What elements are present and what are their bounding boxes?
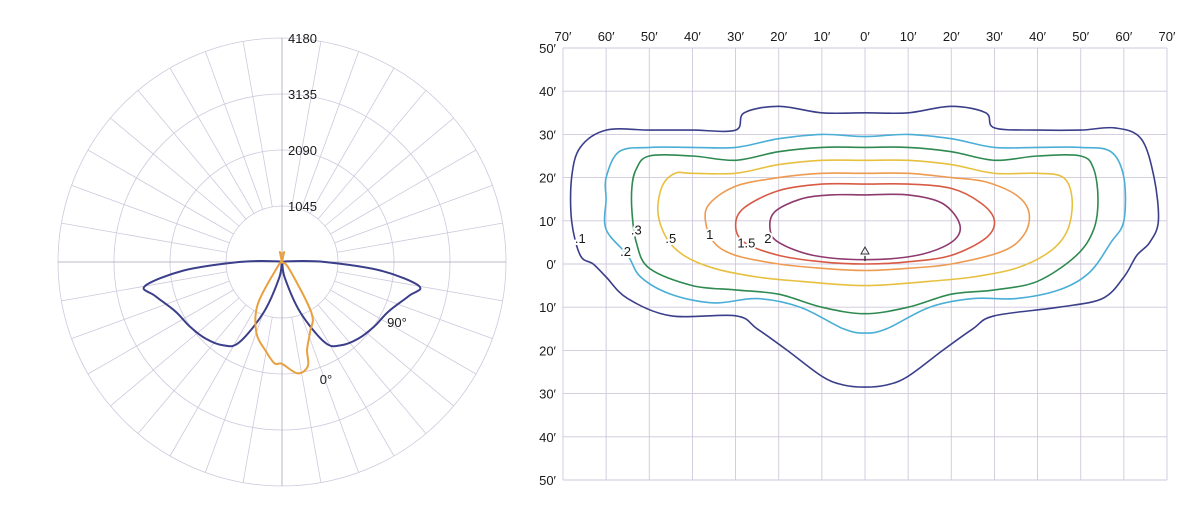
polar-spoke (330, 149, 477, 235)
polar-radial-tick: 3135 (288, 87, 317, 102)
contour-level-label: 1 (706, 227, 713, 242)
contour-y-tick: 30′ (539, 127, 556, 142)
contour-y-tick: 40′ (539, 430, 556, 445)
polar-spoke (110, 297, 240, 407)
polar-intensity-chart: 1045 2090 3135 4180 0° 90° (57, 31, 507, 487)
polar-spoke (110, 117, 240, 227)
polar-spoke (337, 222, 503, 253)
contour-x-tick: 50′ (641, 29, 658, 44)
polar-spoke (330, 289, 477, 375)
contour-x-tick: 0′ (860, 29, 870, 44)
contour-level-label: .1 (575, 231, 586, 246)
polar-radial-tick: 4180 (288, 31, 317, 46)
polar-spoke (137, 304, 247, 434)
polar-spoke (71, 185, 230, 244)
polar-spoke (137, 90, 247, 220)
contour-y-tick: 30′ (539, 387, 556, 402)
polar-spoke (309, 310, 395, 457)
contour-x-tick: 10′ (900, 29, 917, 44)
contour-y-tick: 50′ (539, 473, 556, 488)
contour-line (630, 146, 1099, 315)
contour-line (569, 105, 1160, 388)
isolux-contour-chart: 70′ 60′ 50′ 40′ 30′ 20′ 10′ 0′ 10′ 20′ 30′ 40′ 50′ 60… (539, 29, 1176, 488)
contour-x-tick: 20′ (943, 29, 960, 44)
contour-x-tick: 30′ (727, 29, 744, 44)
polar-spoke (324, 117, 454, 227)
contour-y-tick: 10′ (539, 214, 556, 229)
polar-spoke (324, 297, 454, 407)
polar-spoke (317, 90, 427, 220)
contour-level-label: 2 (764, 231, 771, 246)
polar-spoke (317, 304, 427, 434)
polar-spoke (291, 41, 322, 207)
contour-y-tick: 10′ (539, 300, 556, 315)
contour-x-tick: 50′ (1072, 29, 1089, 44)
contour-y-tick: 50′ (539, 41, 556, 56)
polar-spoke (87, 289, 234, 375)
polar-spoke (205, 51, 264, 210)
polar-spoke (71, 280, 230, 339)
contour-x-tick: 60′ (1115, 29, 1132, 44)
contour-x-tick: 30′ (986, 29, 1003, 44)
polar-radial-tick: 2090 (288, 143, 317, 158)
polar-spoke (242, 41, 273, 207)
polar-series-line (254, 251, 314, 375)
polar-spoke (334, 280, 493, 339)
polar-angle-label-0: 0° (320, 372, 332, 387)
contour-x-tick: 70′ (1159, 29, 1176, 44)
polar-spoke (169, 67, 255, 214)
contour-y-tick: 0′ (546, 257, 556, 272)
contour-x-tick: 40′ (1029, 29, 1046, 44)
polar-spoke (309, 67, 395, 214)
contour-y-tick: 40′ (539, 84, 556, 99)
contour-line (734, 182, 996, 265)
contour-x-tick: 40′ (684, 29, 701, 44)
polar-spoke (61, 222, 227, 253)
luminaire-marker-icon (860, 246, 870, 255)
contour-line (704, 172, 1031, 272)
contour-level-label: .3 (631, 222, 642, 237)
polar-spoke (291, 317, 322, 483)
polar-spoke (87, 149, 234, 235)
polar-spoke (300, 314, 359, 473)
contour-line (768, 193, 962, 261)
polar-spoke (334, 185, 493, 244)
polar-radial-tick: 1045 (288, 199, 317, 214)
contour-y-tick: 20′ (539, 171, 556, 186)
contour-level-label: .2 (620, 244, 631, 259)
polar-spoke (242, 317, 273, 483)
contour-x-tick: 70′ (555, 29, 572, 44)
polar-angle-label-90: 90° (387, 315, 407, 330)
contour-line (656, 159, 1074, 287)
contour-x-tick: 20′ (770, 29, 787, 44)
contour-level-label: .5 (665, 231, 676, 246)
polar-spoke (300, 51, 359, 210)
contour-x-tick: 10′ (813, 29, 830, 44)
contour-y-tick: 20′ (539, 343, 556, 358)
contour-line (603, 133, 1127, 334)
polar-spoke (169, 310, 255, 457)
contour-x-tick: 60′ (598, 29, 615, 44)
polar-spoke (205, 314, 264, 473)
contour-level-label: 1.5 (737, 235, 755, 250)
